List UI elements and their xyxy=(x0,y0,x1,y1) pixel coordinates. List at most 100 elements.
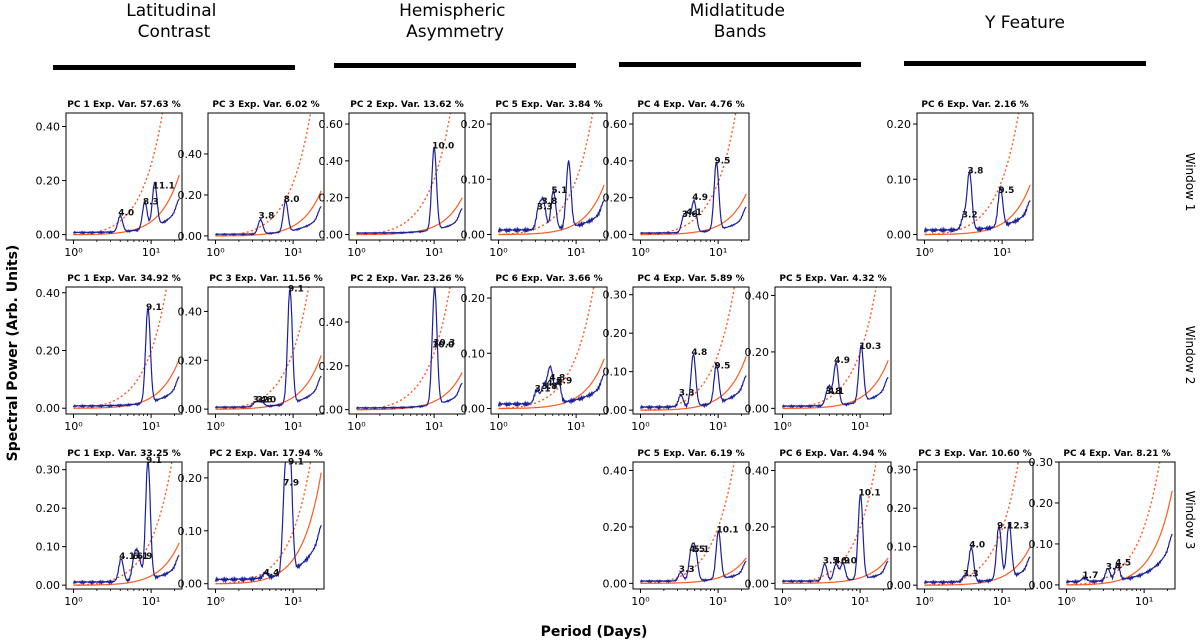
y-tick-label: 0.00 xyxy=(319,404,344,417)
subplot-plot-area xyxy=(72,287,180,409)
subplot-1: PC 1 Exp. Var. 57.63 % 0.00 0.20 0.40 10⁰ 10¹… xyxy=(36,100,183,259)
subplot-plot-area xyxy=(72,113,180,236)
y-tick-label: 0.60 xyxy=(319,118,344,131)
power-spectrum-line xyxy=(781,494,889,584)
subplot-2: PC 3 Exp. Var. 6.02 % 0.00 0.20 0.40 10⁰ 10¹ 3… xyxy=(178,100,325,259)
subplot-plot-area xyxy=(923,113,1031,236)
power-spectrum-line xyxy=(497,160,605,235)
x-tick-label: 10¹ xyxy=(851,595,869,608)
power-spectrum-line xyxy=(781,344,889,409)
subplot-frame xyxy=(632,112,750,241)
red-noise-curve xyxy=(924,546,1031,586)
y-tick-label: 0.40 xyxy=(36,287,61,300)
y-tick-label: 0.40 xyxy=(36,121,61,134)
peak-label: 9.5 xyxy=(714,156,730,166)
y-tick-label: 0.10 xyxy=(178,525,203,538)
subplot-16: PC 6 Exp. Var. 4.94 % 0.00 0.20 0.40 10⁰ 10¹ 3… xyxy=(745,449,892,608)
significance-curve-dotted xyxy=(640,113,737,236)
peak-label: 9.5 xyxy=(998,186,1014,196)
y-tick-label: 0.00 xyxy=(745,577,770,590)
peak-label: 3.4 xyxy=(1106,563,1122,573)
column-bar-latitudinal-contrast xyxy=(53,65,295,70)
x-tick-label: 10⁰ xyxy=(206,595,225,608)
column-title-line-2: Asymmetry xyxy=(406,22,504,42)
peak-label: 4.1 xyxy=(828,387,844,397)
y-tick-label: 0.40 xyxy=(319,316,344,329)
y-tick-label: 0.00 xyxy=(178,230,203,243)
subplot-frame xyxy=(632,461,750,590)
x-tick-label: 10¹ xyxy=(709,246,727,259)
red-noise-curve xyxy=(640,193,747,236)
subplot-frame xyxy=(916,461,1034,590)
subplot-title: PC 3 Exp. Var. 11.56 % xyxy=(209,274,323,284)
x-tick-label: 10¹ xyxy=(284,246,302,259)
power-spectrum-line xyxy=(639,529,747,584)
y-axis-label: Spectral Power (Arb. Units) xyxy=(5,245,21,462)
y-tick-label: 0.20 xyxy=(461,118,486,131)
peak-label: 10.1 xyxy=(858,489,880,499)
peak-label: 4.8 xyxy=(691,348,707,358)
significance-curve-dotted xyxy=(356,287,451,411)
subplot-frame xyxy=(348,112,466,241)
significance-curve-dotted xyxy=(215,113,312,237)
subplot-9: PC 2 Exp. Var. 23.26 % 0.00 0.20 0.40 10⁰ 10¹… xyxy=(319,274,466,433)
y-tick-label: 0.00 xyxy=(461,402,486,415)
subplot-plot-area xyxy=(923,462,1031,586)
subplot-plot-area xyxy=(640,113,747,236)
x-tick-label: 10¹ xyxy=(142,246,160,259)
row-label-window-3: Window 3 xyxy=(1183,491,1197,550)
y-tick-label: 0.40 xyxy=(745,464,770,477)
red-noise-curve xyxy=(782,360,889,409)
y-tick-label: 0.20 xyxy=(461,292,486,305)
x-tick-label: 10⁰ xyxy=(64,246,83,259)
power-spectrum-line xyxy=(640,160,747,235)
subplot-plot-area xyxy=(781,287,889,410)
peak-label: 1.7 xyxy=(1082,571,1098,581)
significance-curve-dotted xyxy=(924,113,1020,236)
red-noise-curve xyxy=(73,542,180,586)
peak-label: 5.1 xyxy=(551,186,567,196)
subplot-frame xyxy=(348,286,466,415)
subplot-7: PC 1 Exp. Var. 34.92 % 0.00 0.20 0.40 10⁰ 10¹… xyxy=(36,274,183,433)
significance-curve-dotted xyxy=(498,113,594,236)
subplot-title: PC 5 Exp. Var. 4.32 % xyxy=(779,274,886,284)
subplot-title: PC 4 Exp. Var. 8.21 % xyxy=(1063,449,1170,459)
subplot-title: PC 2 Exp. Var. 23.26 % xyxy=(350,274,464,284)
peak-label: 3.8 xyxy=(826,387,842,397)
subplot-frame xyxy=(490,112,608,241)
peak-label: 12.3 xyxy=(1007,521,1029,531)
significance-curve-dotted xyxy=(782,287,877,410)
peak-label: 4.4 xyxy=(263,568,279,578)
x-tick-label: 10⁰ xyxy=(631,420,650,433)
subplot-frame xyxy=(774,286,892,415)
y-tick-label: 0.20 xyxy=(178,354,203,367)
significance-curve-dotted xyxy=(782,462,877,585)
column-title-line-2: Contrast xyxy=(138,22,211,42)
subplot-4: PC 5 Exp. Var. 3.84 % 0.00 0.10 0.20 10⁰ 10¹ 3… xyxy=(461,100,608,259)
column-bar-hemispheric-asymmetry xyxy=(334,63,576,68)
subplot-5: PC 4 Exp. Var. 4.76 % 0.00 0.20 0.40 0.60 10⁰… xyxy=(603,100,750,259)
subplot-12: PC 5 Exp. Var. 4.32 % 0.00 0.20 0.40 10⁰ 10¹ 3… xyxy=(745,274,892,433)
peak-label: 10.3 xyxy=(859,342,881,352)
peak-label: 3.8 xyxy=(968,167,984,177)
x-tick-label: 10⁰ xyxy=(915,246,934,259)
column-bar-y-feature xyxy=(904,61,1146,66)
x-tick-label: 10¹ xyxy=(993,246,1011,259)
peak-label: 3.3 xyxy=(963,569,979,579)
subplot-frame xyxy=(632,286,750,415)
y-tick-label: 0.00 xyxy=(319,228,344,241)
x-tick-label: 10¹ xyxy=(567,420,585,433)
peak-label: 3.5 xyxy=(823,556,839,566)
subplot-frame xyxy=(65,112,183,241)
x-tick-label: 10⁰ xyxy=(1057,595,1076,608)
peak-label: 3.3 xyxy=(537,202,553,212)
peak-label: 10.3 xyxy=(433,338,455,348)
subplot-6: PC 6 Exp. Var. 2.16 % 0.00 0.10 0.20 10⁰ 10¹ 3… xyxy=(887,100,1034,259)
peak-label: 6.1 xyxy=(132,552,148,562)
subplot-frame xyxy=(207,112,325,241)
peak-label: 3.3 xyxy=(679,389,695,399)
peak-label: 4.5 xyxy=(689,545,705,555)
subplot-plot-area xyxy=(355,287,463,411)
x-tick-label: 10⁰ xyxy=(773,420,792,433)
y-tick-label: 0.30 xyxy=(887,464,912,477)
